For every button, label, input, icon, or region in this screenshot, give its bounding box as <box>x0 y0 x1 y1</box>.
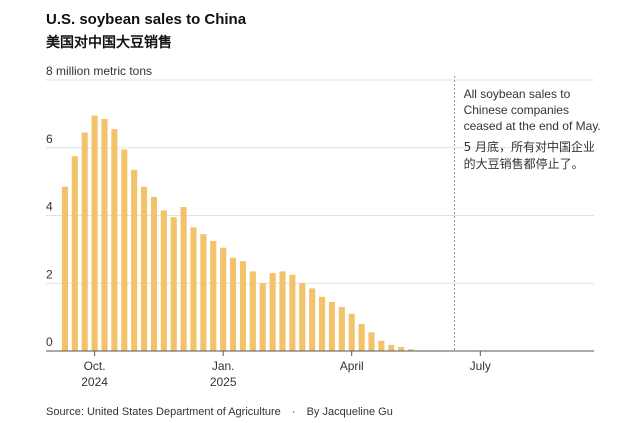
bar <box>279 271 286 351</box>
byline: By Jacqueline Gu <box>307 406 393 418</box>
bar <box>338 306 345 351</box>
bar <box>190 227 197 351</box>
x-tick-labels: Oct. 2024 Jan. 2025 April July <box>81 351 491 389</box>
source-separator: · <box>292 406 296 418</box>
bar <box>131 169 138 351</box>
x-tick-label: Oct. <box>84 359 106 373</box>
y-tick-label: 6 <box>46 132 53 146</box>
bar <box>61 186 69 351</box>
bar <box>81 132 88 351</box>
bar <box>378 340 385 351</box>
bar <box>101 118 108 351</box>
bar <box>358 323 365 351</box>
bar <box>220 247 227 351</box>
bar <box>398 346 405 351</box>
annotation-text-en: ceased at the end of May. <box>464 119 601 133</box>
bar <box>180 207 187 351</box>
x-tick-label: July <box>470 359 491 373</box>
source-text: Source: United States Department of Agri… <box>46 406 281 418</box>
grid <box>46 79 594 284</box>
bar <box>71 156 78 351</box>
bar <box>249 271 256 351</box>
bar <box>121 149 128 351</box>
y-tick-labels: 0 2 4 6 8 million metric tons <box>46 64 152 349</box>
bar <box>289 274 296 351</box>
bar <box>388 344 395 351</box>
bar <box>407 349 415 351</box>
bar <box>229 257 237 351</box>
bar <box>210 240 217 351</box>
source-line: Source: United States Department of Agri… <box>46 406 393 418</box>
bar <box>200 234 207 351</box>
x-tick-label: April <box>340 359 364 373</box>
bar <box>170 217 177 351</box>
bar <box>91 115 98 351</box>
y-tick-label: 4 <box>46 200 53 214</box>
y-tick-label: 8 million metric tons <box>46 64 152 78</box>
bar <box>368 332 375 351</box>
y-tick-label: 0 <box>46 335 53 349</box>
bar <box>140 186 148 351</box>
bar <box>318 296 326 351</box>
x-tick-sublabel: 2024 <box>81 375 108 389</box>
annotation-text-cn: 5 月底，所有对中国企业 <box>464 139 595 154</box>
chart-title: U.S. soybean sales to China <box>46 11 247 28</box>
bar <box>160 210 167 351</box>
bar <box>348 313 355 351</box>
bar <box>111 129 118 351</box>
chart-subtitle: 美国对中国大豆销售 <box>46 34 172 51</box>
bar <box>328 301 336 351</box>
x-tick-label: Jan. <box>212 359 235 373</box>
y-tick-label: 2 <box>46 267 53 281</box>
annotation-text-en: All soybean sales to <box>464 87 571 101</box>
x-tick-sublabel: 2025 <box>210 375 237 389</box>
annotation: All soybean sales to Chinese companies cea… <box>464 87 601 171</box>
bar <box>239 261 247 351</box>
bar <box>259 283 266 351</box>
bars <box>61 115 444 351</box>
annotation-text-en: Chinese companies <box>464 103 569 117</box>
bar <box>269 273 276 351</box>
bar <box>150 196 158 351</box>
bar <box>309 288 316 351</box>
bar <box>299 283 306 351</box>
annotation-text-cn: 的大豆销售都停止了。 <box>464 156 584 171</box>
